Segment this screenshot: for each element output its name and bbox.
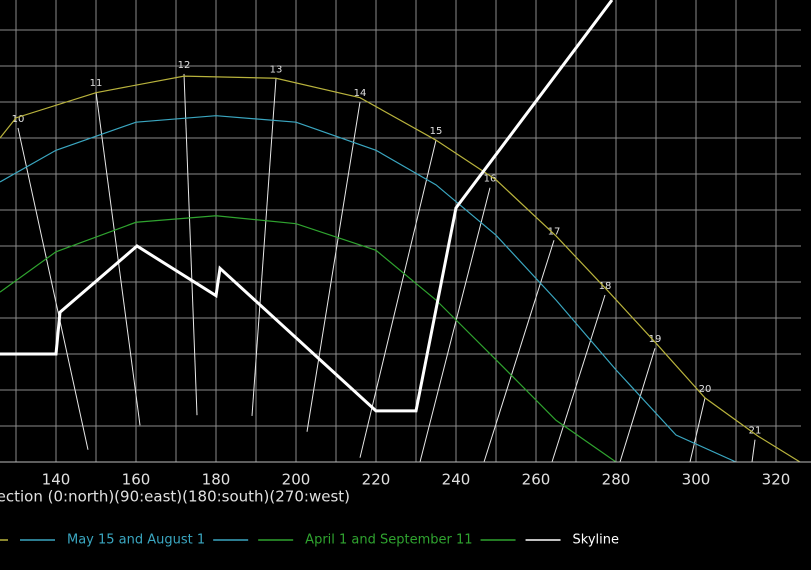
hour-label: 15 [430,126,443,137]
hour-line [483,240,555,463]
legend-label: Skyline [573,533,619,548]
hour-line [17,127,89,450]
hour-label: 17 [548,226,561,237]
x-tick-label: 140 [42,471,71,489]
hour-line [359,140,437,458]
series-line [0,115,737,462]
hour-line [251,78,277,416]
hour-label: 13 [270,64,283,75]
x-tick-label: 240 [442,471,471,489]
hour-label: 11 [90,78,103,89]
hour-label: 20 [699,384,712,395]
series-line [0,215,617,462]
hour-line [306,101,361,432]
hour-label: 18 [599,281,612,292]
legend-label: April 1 and September 11 [305,533,472,548]
x-tick-label: 200 [282,471,311,489]
legend-label: May 15 and August 1 [67,533,205,548]
x-axis-label: npass direction (0:north)(90:east)(180:s… [0,488,350,506]
hour-label: 19 [649,334,662,345]
hour-label: 16 [484,174,497,185]
x-tick-label: 180 [202,471,231,489]
hour-line [751,439,756,463]
x-tick-label: 320 [762,471,791,489]
x-tick-label: 280 [602,471,631,489]
x-tick-label: 300 [682,471,711,489]
hour-line [419,187,491,463]
hour-label: 21 [749,426,762,437]
x-tick-label: 260 [522,471,551,489]
x-tick-label: 220 [362,471,391,489]
hour-line [689,397,706,463]
hour-line [551,294,606,463]
x-tick-label: 160 [122,471,151,489]
hour-line [619,348,656,463]
series-line [0,0,614,413]
hour-line [183,73,198,416]
series-line [0,75,801,462]
hour-line [95,91,141,426]
hour-label: 10 [12,114,25,125]
hour-label: 12 [178,60,191,71]
hour-label: 14 [354,88,367,99]
